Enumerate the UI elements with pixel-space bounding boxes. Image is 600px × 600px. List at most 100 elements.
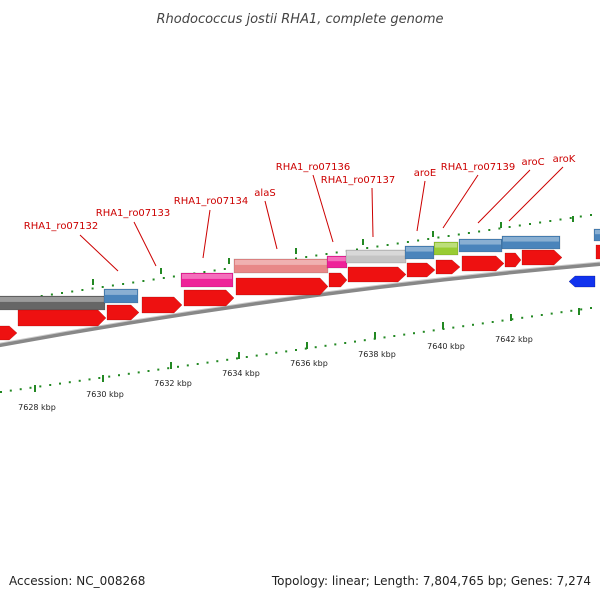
gene-label-rha1-ro07132[interactable]: RHA1_ro07132 — [24, 221, 99, 232]
cds-arrow-9[interactable] — [406, 262, 436, 278]
upper-major-tick — [500, 222, 502, 228]
upper-tick-dot — [417, 239, 420, 242]
cds-arrow-2-body — [17, 309, 107, 327]
cds-arrow-10[interactable] — [435, 259, 461, 275]
feature-bar-blue-4-shine — [503, 237, 559, 242]
lower-tick-dot — [167, 367, 170, 370]
feature-bar-gray-2[interactable] — [345, 249, 407, 264]
lower-tick-dot — [295, 349, 297, 351]
lower-tick-dot — [413, 332, 415, 335]
feature-bar-magenta-2[interactable] — [326, 255, 348, 269]
cds-arrow-4[interactable] — [141, 296, 183, 314]
lower-tick-dot — [59, 382, 61, 385]
feature-bar-magenta-1-shine — [182, 274, 232, 279]
cds-arrow-13[interactable] — [521, 249, 563, 266]
gene-label-rha1-ro07136[interactable]: RHA1_ro07136 — [276, 162, 351, 173]
scale-label: 7634 kbp — [222, 369, 260, 378]
label-leaders — [79, 166, 564, 272]
upper-major-tick — [228, 258, 230, 264]
gene-leader-rha1-ro07137 — [371, 187, 374, 238]
cds-arrow-2[interactable] — [17, 309, 107, 327]
feature-bar-blue-3[interactable] — [458, 238, 503, 253]
lower-tick-dot — [354, 340, 356, 343]
feature-bar-blue-4-body — [501, 235, 561, 250]
feature-bar-blue-2[interactable] — [404, 245, 435, 260]
scale-label: 7638 kbp — [358, 350, 396, 359]
lower-tick-dot — [462, 325, 465, 328]
lower-tick-dot — [511, 318, 514, 321]
upper-tick-dot — [91, 287, 94, 290]
cds-arrow-6[interactable] — [235, 277, 329, 296]
cds-arrow-3[interactable] — [106, 304, 140, 321]
upper-tick-dot — [447, 235, 450, 237]
cds-arrow-1[interactable] — [0, 325, 18, 341]
scale-label: 7640 kbp — [427, 342, 465, 351]
cds-arrow-8[interactable] — [347, 266, 407, 283]
gene-label-alas[interactable]: alaS — [254, 188, 275, 199]
upper-tick-dot — [427, 238, 430, 240]
feature-bar-green[interactable] — [433, 241, 459, 256]
scale-labels: 7628 kbp 7630 kbp 7632 kbp 7634 kbp 7636 kbp… — [18, 335, 533, 412]
feature-bar-green-shine — [435, 243, 457, 248]
feature-track — [0, 228, 600, 311]
lower-major-tick — [238, 352, 240, 359]
upper-tick-dot — [325, 253, 328, 255]
cds-arrow-12[interactable] — [504, 252, 522, 268]
cds-arrow-11[interactable] — [461, 255, 505, 272]
feature-bar-magenta-1[interactable] — [180, 272, 234, 288]
lower-tick-dot — [580, 308, 583, 311]
feature-bar-blue-4[interactable] — [501, 235, 561, 250]
feature-bar-magenta-1-body — [180, 272, 234, 288]
cds-arrow-11-body — [461, 255, 505, 272]
lower-tick-dot — [0, 391, 2, 393]
cds-arrow-5[interactable] — [183, 289, 235, 307]
gene-label-rha1-ro07139[interactable]: RHA1_ro07139 — [441, 162, 516, 173]
feature-bar-blue-1[interactable] — [103, 288, 139, 304]
feature-bar-gray-1[interactable] — [0, 295, 106, 311]
lower-tick-dot — [393, 335, 396, 337]
lower-tick-dot — [216, 360, 219, 363]
upper-tick-dot — [549, 220, 552, 222]
feature-bar-blue-5[interactable] — [593, 228, 600, 242]
upper-tick-dot — [315, 254, 318, 257]
gene-label-aroe[interactable]: aroE — [414, 168, 436, 179]
upper-major-tick — [295, 248, 297, 254]
lower-tick-dot — [206, 361, 209, 364]
cds-arrow-7-body — [328, 272, 348, 288]
gene-label-aroc[interactable]: aroC — [521, 157, 544, 168]
gene-label-rha1-ro07134[interactable]: RHA1_ro07134 — [174, 196, 249, 207]
cds-arrow-reverse[interactable] — [568, 275, 596, 288]
upper-tick-dot — [356, 248, 358, 251]
upper-tick-dot — [396, 242, 399, 245]
scale-label: 7632 kbp — [154, 379, 192, 388]
lower-tick-dot — [570, 309, 573, 312]
upper-major-tick — [432, 231, 434, 237]
gene-leader-alas — [264, 200, 278, 250]
upper-tick-dot — [467, 232, 470, 234]
chromosome-backbone-highlight — [0, 261, 600, 344]
gene-label-arok[interactable]: aroK — [553, 154, 576, 165]
upper-tick-dot — [101, 286, 104, 288]
gene-label-rha1-ro07133[interactable]: RHA1_ro07133 — [96, 208, 171, 219]
upper-tick-dot — [172, 275, 175, 278]
cds-track — [0, 244, 600, 341]
lower-tick-dot — [226, 358, 229, 361]
feature-bar-blue-3-shine — [460, 240, 501, 245]
feature-bar-salmon[interactable] — [233, 258, 329, 274]
lower-tick-dot — [501, 319, 504, 322]
lower-tick-dot — [452, 326, 455, 329]
upper-tick-dot — [142, 280, 145, 282]
cds-arrow-8-body — [347, 266, 407, 283]
gene-label-rha1-ro07137[interactable]: RHA1_ro07137 — [321, 175, 396, 186]
feature-bar-gray-1-shine — [0, 297, 104, 302]
backbone — [0, 261, 600, 348]
upper-tick-dot — [203, 271, 206, 273]
lower-tick-dot — [196, 363, 199, 365]
upper-tick-dot — [376, 245, 379, 248]
cds-arrow-7[interactable] — [328, 272, 348, 288]
gene-leader-rha1-ro07132 — [79, 234, 119, 272]
lower-major-tick — [510, 314, 512, 321]
cds-arrow-14[interactable] — [595, 244, 600, 260]
